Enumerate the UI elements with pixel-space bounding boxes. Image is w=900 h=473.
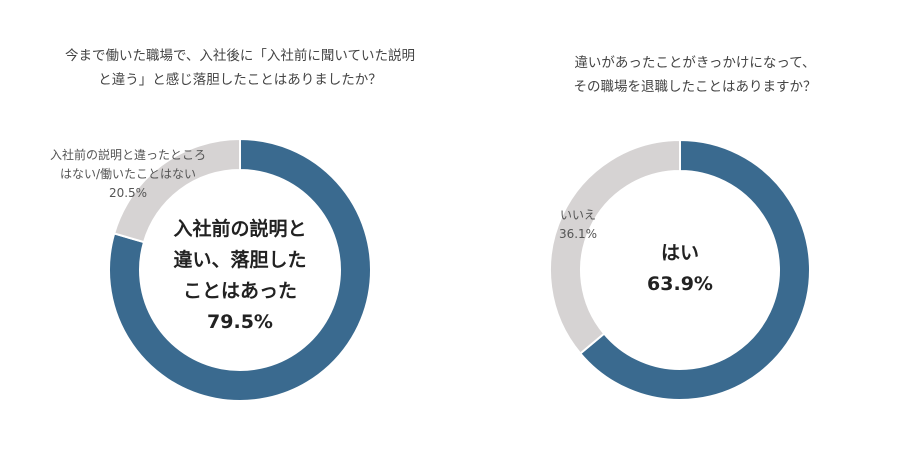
center-label-line: ことはあった	[182, 280, 297, 302]
donut-chart	[549, 138, 811, 401]
slice-label-line: 入社前の説明と違ったところ	[49, 148, 206, 162]
center-label-line: 違い、落胆した	[173, 249, 307, 271]
chart-title: 違いがあったことがきっかけになって、 その職場を退職したことはありますか？	[530, 51, 860, 99]
donut-slice	[578, 138, 811, 401]
center-label-value: 63.9%	[647, 273, 713, 295]
slice-label-line: はない/働いたことはない	[59, 167, 197, 181]
chart-title: 今まで働いた職場で、入社後に「入社前に聞いていた説明 と違う」と感じ落胆したこと…	[40, 44, 440, 92]
slice-label: 入社前の説明と違ったところ はない/働いたことはない 20.5%	[28, 146, 228, 203]
slice-label-value: 20.5%	[108, 186, 148, 200]
center-label: はい 63.9%	[580, 238, 780, 300]
chart-title-line: その職場を退職したことはありますか？	[573, 79, 817, 95]
left-chart-panel: 今まで働いた職場で、入社後に「入社前に聞いていた説明 と違う」と感じ落胆したこと…	[28, 44, 440, 402]
slice-label-value: 36.1%	[558, 227, 598, 241]
donut-chart	[108, 137, 372, 402]
slice-label: いいえ 36.1%	[548, 206, 608, 244]
chart-title-line: 今まで働いた職場で、入社後に「入社前に聞いていた説明	[64, 48, 416, 64]
center-label: 入社前の説明と 違い、落胆した ことはあった 79.5%	[140, 214, 340, 338]
right-chart-panel: 違いがあったことがきっかけになって、 その職場を退職したことはありますか？ はい…	[470, 0, 900, 473]
donut-slice	[549, 138, 681, 355]
donut-slice	[112, 137, 241, 244]
center-label-value: 79.5%	[207, 311, 273, 333]
donut-slice	[108, 137, 372, 402]
chart-title-line: と違う」と感じ落胆したことはありましたか？	[98, 72, 382, 88]
center-label-line: はい	[660, 242, 699, 264]
slice-label-line: いいえ	[559, 208, 596, 222]
chart-title-line: 違いがあったことがきっかけになって、	[574, 55, 816, 71]
center-label-line: 入社前の説明と	[173, 218, 307, 240]
